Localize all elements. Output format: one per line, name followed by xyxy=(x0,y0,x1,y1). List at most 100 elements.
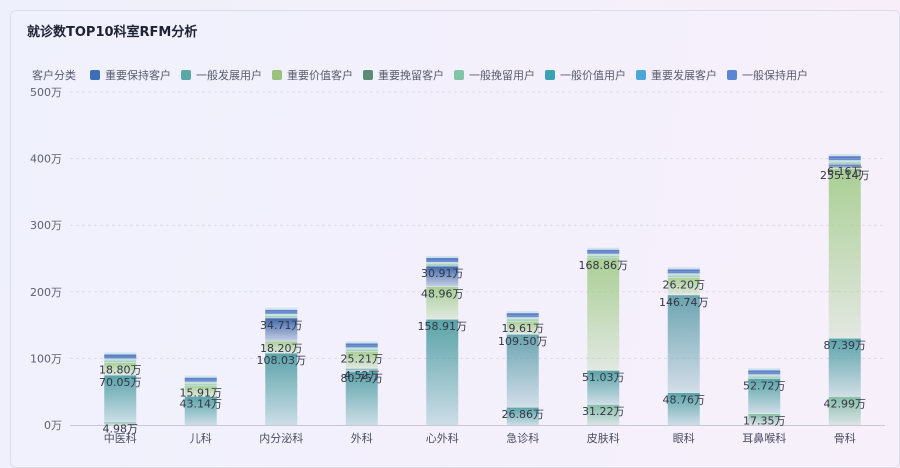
bar-data-label: 158.91万 xyxy=(418,320,468,333)
bar-cap-strip xyxy=(748,376,781,379)
bar-cap-strip xyxy=(265,307,298,310)
bar-segment[interactable] xyxy=(506,321,539,335)
bar-segment[interactable] xyxy=(667,294,700,393)
bar-segment[interactable] xyxy=(506,334,539,408)
bar-data-label: 17.35万 xyxy=(743,414,786,427)
bar-segment[interactable] xyxy=(345,351,378,369)
bar-segment[interactable] xyxy=(828,396,861,425)
bar-cap-strip xyxy=(587,247,620,250)
bar-segment[interactable] xyxy=(828,164,861,169)
bar-segment[interactable] xyxy=(265,353,298,425)
legend-item-label: 重要挽留客户 xyxy=(378,69,444,82)
bar-cap-strip xyxy=(828,162,861,165)
bar-data-label: 43.14万 xyxy=(180,397,223,410)
bar-cap-strip xyxy=(587,251,620,254)
bar-data-label: 109.50万 xyxy=(498,335,548,348)
y-tick-label: 0万 xyxy=(44,419,62,432)
bar-cap-strip xyxy=(184,379,217,382)
bar-data-label: 51.03万 xyxy=(582,371,625,384)
bar-segment[interactable] xyxy=(587,257,620,371)
bar-data-label: 26.86万 xyxy=(502,408,545,421)
legend-item-7[interactable]: 一般保持用户 xyxy=(727,67,808,83)
bar-segment[interactable] xyxy=(426,265,459,287)
bar-data-label: 25.21万 xyxy=(341,352,384,365)
bar-segment[interactable] xyxy=(426,286,459,320)
bar-segment[interactable] xyxy=(828,338,861,397)
bar-segment[interactable] xyxy=(587,370,620,405)
bar-data-label: 48.96万 xyxy=(421,288,464,301)
bar-data-label: 26.20万 xyxy=(663,278,706,291)
bar-cap-strip xyxy=(506,317,539,320)
bar-data-label: 42.99万 xyxy=(824,397,867,410)
bar-data-label: 80.75万 xyxy=(341,372,384,385)
bar-cap-strip xyxy=(345,345,378,348)
bar-segment[interactable] xyxy=(667,277,700,295)
bar-segment[interactable] xyxy=(667,392,700,425)
bar-segment[interactable] xyxy=(184,396,217,425)
legend-swatch-1 xyxy=(181,70,191,80)
legend-item-label: 一般保持用户 xyxy=(742,69,808,82)
bar-cap-strip xyxy=(587,253,620,256)
legend-swatch-6 xyxy=(636,70,646,80)
bar-cap-strip xyxy=(104,360,137,363)
bar-data-label: 4.98万 xyxy=(103,423,139,436)
bar-cap-strip xyxy=(104,358,137,361)
bar-cap-strip xyxy=(748,368,781,371)
bar-data-label: 87.39万 xyxy=(824,339,867,352)
bar-cap-strip xyxy=(426,259,459,262)
bar-segment[interactable] xyxy=(587,404,620,425)
bar-cap-strip xyxy=(184,377,217,380)
bar-cap-strip xyxy=(587,249,620,252)
bar-cap-strip xyxy=(426,257,459,260)
legend-label: 客户分类 xyxy=(32,69,76,82)
bar-segment[interactable] xyxy=(506,407,539,425)
legend-item-6[interactable]: 重要发展客户 xyxy=(636,67,717,83)
x-tick-label: 皮肤科 xyxy=(587,431,620,445)
bar-segment[interactable] xyxy=(828,168,861,339)
bar-data-label: 19.61万 xyxy=(502,322,545,335)
bar-cap-strip xyxy=(104,354,137,357)
legend-item-label: 一般挽留用户 xyxy=(469,69,535,82)
legend-item-label: 重要保持客户 xyxy=(105,69,171,82)
bar-segment[interactable] xyxy=(426,319,459,425)
legend-item-3[interactable]: 重要挽留客户 xyxy=(363,67,444,83)
legend-item-label: 一般发展用户 xyxy=(196,69,262,82)
y-tick-label: 400万 xyxy=(30,153,62,166)
bar-cap-strip xyxy=(265,311,298,314)
bar-segment[interactable] xyxy=(104,375,137,422)
bar-segment[interactable] xyxy=(104,421,137,425)
y-tick-label: 100万 xyxy=(30,352,62,365)
legend-item-4[interactable]: 一般挽留用户 xyxy=(454,67,535,83)
bar-data-label: 31.22万 xyxy=(582,405,625,418)
bar-cap-strip xyxy=(184,383,217,386)
legend-item-5[interactable]: 一般价值用户 xyxy=(545,67,626,83)
bar-segment[interactable] xyxy=(345,368,378,372)
legend-item-2[interactable]: 重要价值客户 xyxy=(272,67,353,83)
bar-segment[interactable] xyxy=(748,378,781,414)
bar-cap-strip xyxy=(345,341,378,344)
bar-segment[interactable] xyxy=(345,371,378,425)
x-tick-label: 中医科 xyxy=(104,431,137,445)
bar-cap-strip xyxy=(506,313,539,316)
bar-cap-strip xyxy=(184,375,217,378)
x-tick-label: 外科 xyxy=(351,431,373,445)
bar-data-label: 4.52万 xyxy=(344,369,380,382)
x-tick-label: 急诊科 xyxy=(506,431,539,445)
bar-data-label: 18.80万 xyxy=(99,364,142,377)
bar-cap-strip xyxy=(265,309,298,312)
bar-cap-strip xyxy=(104,352,137,355)
chart-title: 就诊数TOP10科室RFM分析 xyxy=(27,25,198,40)
bar-cap-strip xyxy=(667,273,700,276)
bar-segment[interactable] xyxy=(184,385,217,397)
bar-segment[interactable] xyxy=(265,340,298,354)
y-tick-label: 500万 xyxy=(30,86,62,99)
legend-item-0[interactable]: 重要保持客户 xyxy=(90,67,171,83)
legend-swatch-3 xyxy=(363,70,373,80)
x-tick-label: 骨科 xyxy=(834,431,856,445)
bar-cap-strip xyxy=(748,374,781,377)
bar-segment[interactable] xyxy=(104,362,137,376)
bar-segment[interactable] xyxy=(265,317,298,341)
bar-cap-strip xyxy=(506,311,539,314)
legend-item-1[interactable]: 一般发展用户 xyxy=(181,67,262,83)
bar-segment[interactable] xyxy=(748,413,781,425)
